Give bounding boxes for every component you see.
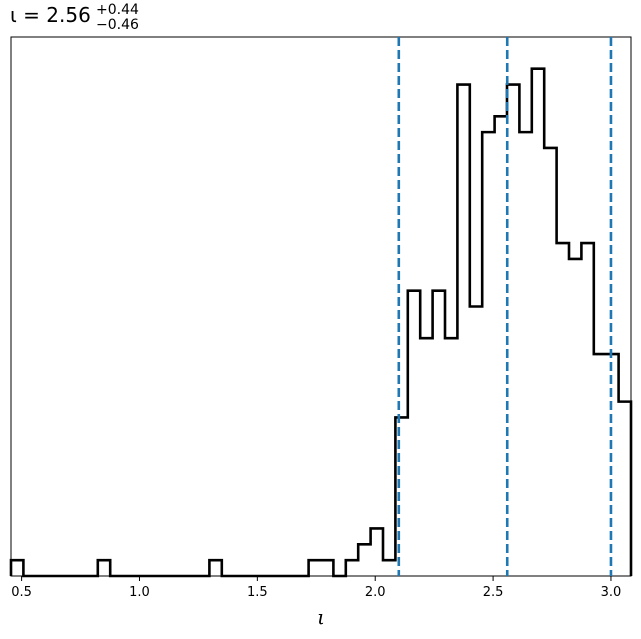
x-axis: 0.5 1.0 1.5 2.0 2.5 3.0 <box>11 576 621 600</box>
histogram-bin <box>606 354 618 576</box>
x-tick-label: 3.0 <box>601 585 622 600</box>
x-tick-label: 0.5 <box>11 585 32 600</box>
histogram-bin <box>581 243 593 576</box>
plot-frame <box>10 36 632 577</box>
histogram-bin <box>309 560 321 576</box>
title-value: 2.56 <box>46 3 91 27</box>
histogram-bin <box>532 69 544 576</box>
histogram-bin <box>11 560 23 576</box>
histogram-bin <box>544 148 556 576</box>
histogram-bin <box>457 85 469 576</box>
histogram-bin <box>408 291 420 576</box>
title-equals: = <box>17 3 46 27</box>
histogram-bin <box>470 307 482 577</box>
histogram-bin <box>346 560 358 576</box>
quantile-lines-layer <box>397 37 613 576</box>
histogram-bin <box>358 544 370 576</box>
x-tick-label: 2.0 <box>365 585 386 600</box>
histogram-bin <box>569 259 581 576</box>
histogram-bin <box>98 560 110 576</box>
x-tick-label: 1.5 <box>247 585 268 600</box>
histogram-bin <box>371 528 383 576</box>
x-tick-label: 1.0 <box>129 585 150 600</box>
histogram-bin <box>619 402 631 576</box>
histogram-bin <box>395 417 407 576</box>
histogram-bin <box>495 116 507 576</box>
title-lower-error: −0.46 <box>96 17 139 33</box>
histogram-bin <box>420 338 432 576</box>
histogram-bin <box>321 560 333 576</box>
histogram-bin <box>383 560 395 576</box>
histogram-layer <box>9 67 633 578</box>
histogram-bin <box>519 132 531 576</box>
histogram-bin <box>445 338 457 576</box>
title-symbol: ι <box>10 3 17 27</box>
histogram-bin <box>507 85 519 576</box>
histogram-bin <box>433 291 445 576</box>
x-axis-label: ι <box>317 605 325 629</box>
histogram-bin <box>482 132 494 576</box>
chart-title: ι = 2.56 <box>10 3 91 27</box>
title-upper-error: +0.44 <box>96 2 139 18</box>
histogram-bin <box>594 354 606 576</box>
x-tick-label: 2.5 <box>483 585 504 600</box>
histogram-bin <box>209 560 221 576</box>
histogram-outline <box>9 67 633 578</box>
histogram-bin <box>557 243 569 576</box>
